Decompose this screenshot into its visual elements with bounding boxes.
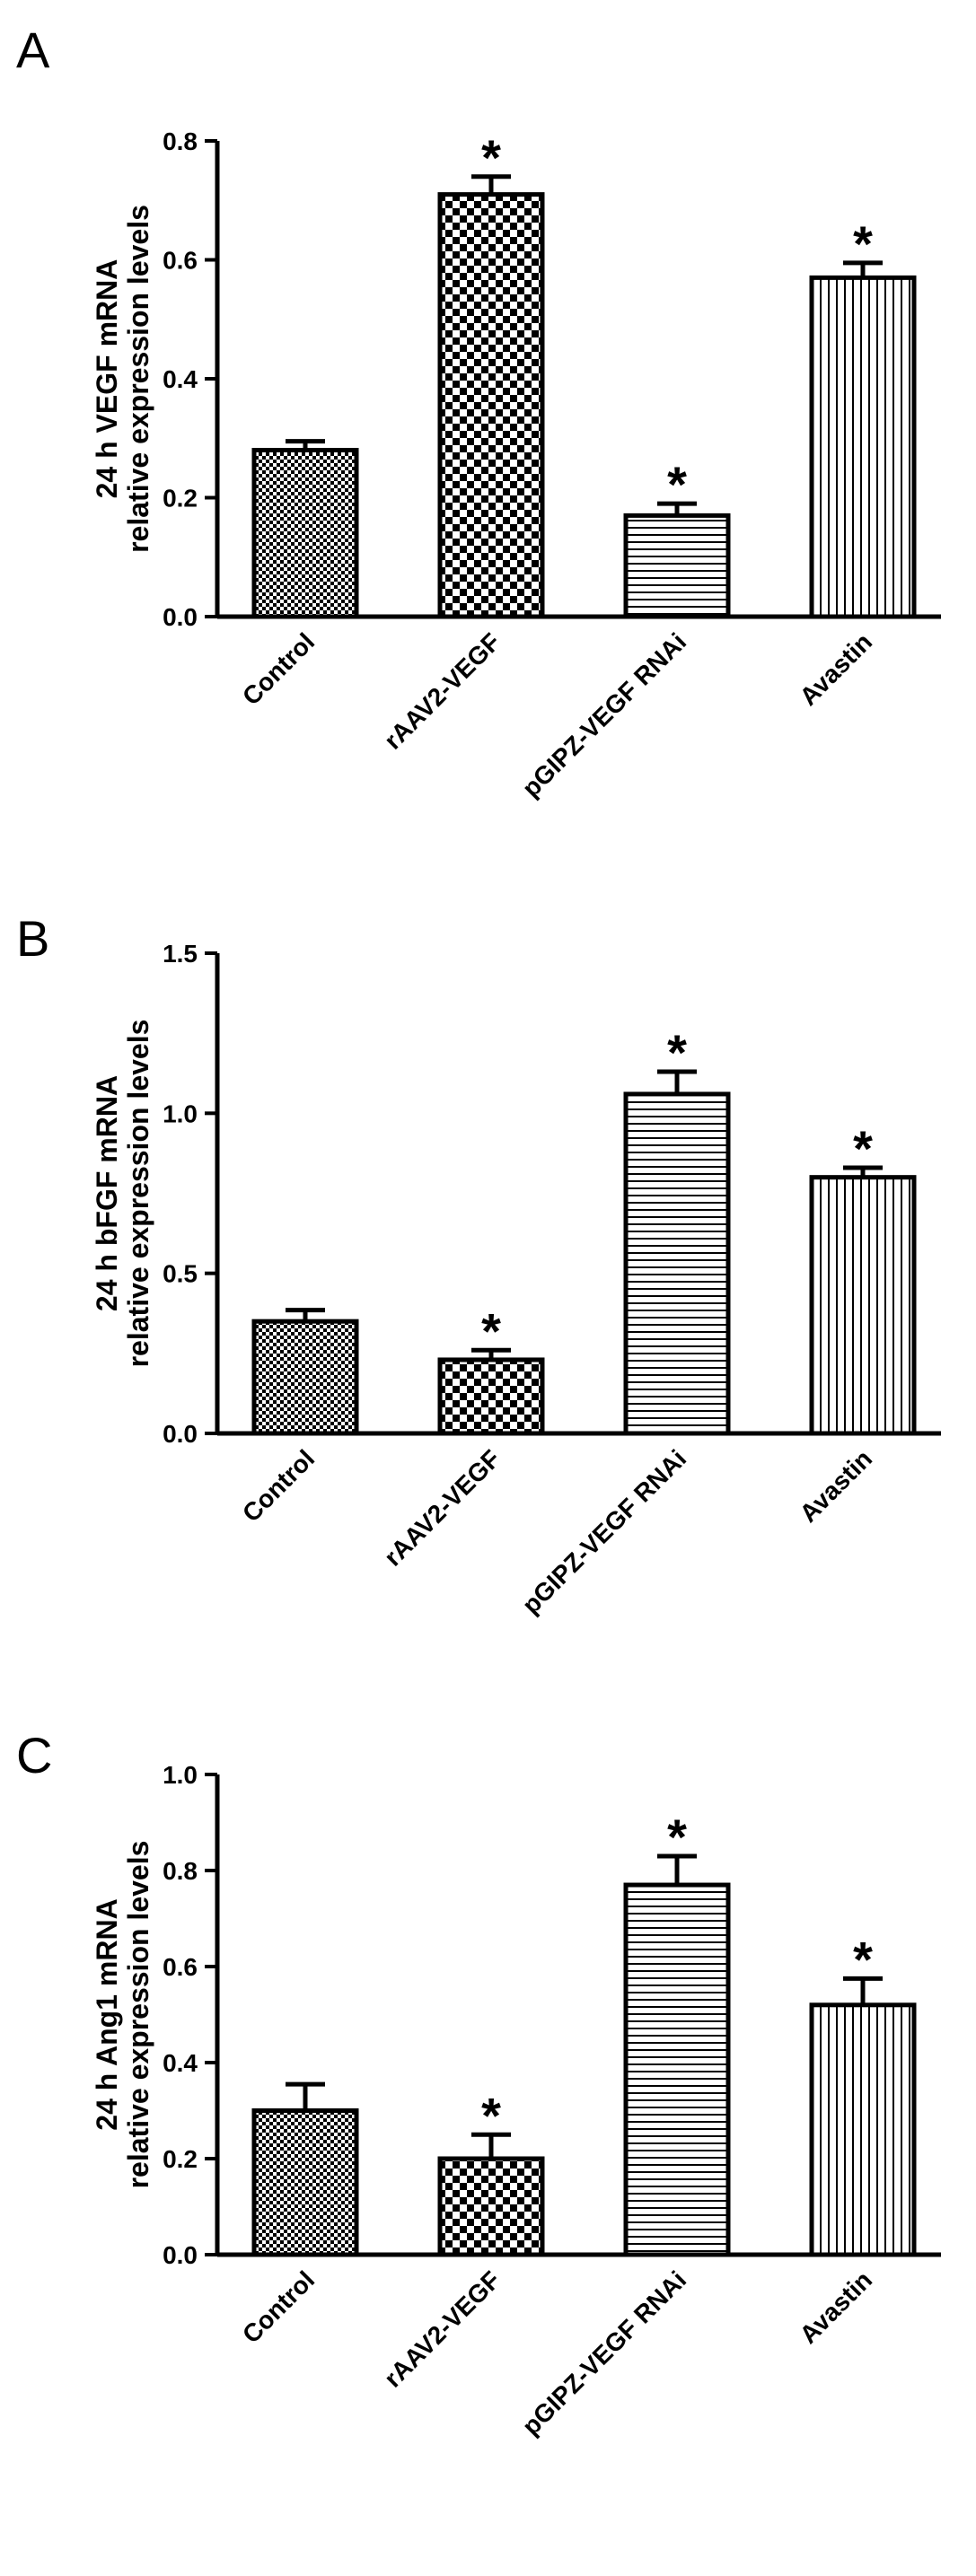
significance-star: * — [853, 215, 873, 272]
category-label: Control — [237, 2265, 320, 2348]
y-tick-label: 0.2 — [163, 2145, 198, 2173]
y-axis-title-line: 24 h Ang1 mRNA — [91, 1898, 123, 2130]
y-axis-title-line: relative expression levels — [122, 1020, 154, 1368]
significance-star: * — [481, 2087, 501, 2143]
category-label: Avastin — [795, 2265, 878, 2349]
category-label: pGIPZ-VEGF RNAi — [517, 1444, 692, 1619]
panel-label: B — [16, 910, 49, 967]
bar-control — [254, 451, 356, 618]
y-tick-label: 0.0 — [163, 1420, 198, 1448]
panel-label: C — [16, 1727, 52, 1783]
significance-star: * — [667, 456, 687, 513]
y-tick-label: 0.6 — [163, 247, 198, 275]
y-tick-label: 0.0 — [163, 603, 198, 631]
bar-avastin — [812, 277, 914, 617]
y-axis-title-line: relative expression levels — [122, 1841, 154, 2189]
y-tick-label: 0.4 — [163, 2049, 198, 2077]
significance-star: * — [853, 1120, 873, 1177]
panel-label: A — [16, 22, 50, 78]
y-tick-label: 1.0 — [163, 1761, 198, 1789]
significance-star: * — [481, 1302, 501, 1359]
chart-panel-a: A 24 h VEGF mRNArelative expression level… — [16, 22, 941, 802]
category-label: Control — [237, 1444, 320, 1527]
y-axis-title-line: relative expression levels — [122, 205, 154, 553]
y-tick-label: 0.4 — [163, 365, 198, 393]
y-tick-label: 0.5 — [163, 1260, 198, 1288]
y-tick-label: 0.8 — [163, 127, 198, 155]
category-label: pGIPZ-VEGF RNAi — [517, 627, 692, 802]
bar-avastin — [812, 1178, 914, 1433]
y-axis-title: 24 h VEGF mRNArelative expression levels — [91, 205, 154, 553]
bar-control — [254, 1321, 356, 1433]
y-axis-title: 24 h Ang1 mRNArelative expression levels — [91, 1841, 154, 2189]
category-label: Avastin — [795, 1444, 878, 1528]
category-label: rAAV2-VEGF — [379, 2265, 506, 2392]
y-tick-label: 0.0 — [163, 2241, 198, 2269]
y-tick-label: 1.5 — [163, 940, 198, 968]
y-tick-label: 0.2 — [163, 485, 198, 513]
y-tick-label: 1.0 — [163, 1100, 198, 1127]
bar-control — [254, 2111, 356, 2256]
bar-pgipz-vegf-rnai — [626, 515, 728, 617]
significance-star: * — [667, 1809, 687, 1865]
category-label: pGIPZ-VEGF RNAi — [517, 2265, 692, 2440]
y-axis-title-line: 24 h VEGF mRNA — [91, 259, 123, 499]
chart-panel-c: C 24 h Ang1 mRNArelative expression level… — [16, 1727, 941, 2440]
category-label: Avastin — [795, 627, 878, 711]
significance-star: * — [667, 1024, 687, 1081]
bar-raav2-vegf — [440, 195, 542, 617]
bar-raav2-vegf — [440, 1360, 542, 1433]
category-label: rAAV2-VEGF — [379, 627, 506, 754]
bar-raav2-vegf — [440, 2159, 542, 2255]
category-label: rAAV2-VEGF — [379, 1444, 506, 1571]
bar-pgipz-vegf-rnai — [626, 1885, 728, 2255]
y-tick-label: 0.8 — [163, 1857, 198, 1885]
y-axis-title: 24 h bFGF mRNArelative expression levels — [91, 1020, 154, 1368]
significance-star: * — [481, 129, 501, 186]
y-axis-title-line: 24 h bFGF mRNA — [91, 1075, 123, 1311]
chart-panel-b: B 24 h bFGF mRNArelative expression level… — [16, 910, 941, 1619]
significance-star: * — [853, 1931, 873, 1987]
category-label: Control — [237, 627, 320, 710]
y-tick-label: 0.6 — [163, 1953, 198, 1981]
bar-pgipz-vegf-rnai — [626, 1094, 728, 1433]
bar-avastin — [812, 2005, 914, 2255]
